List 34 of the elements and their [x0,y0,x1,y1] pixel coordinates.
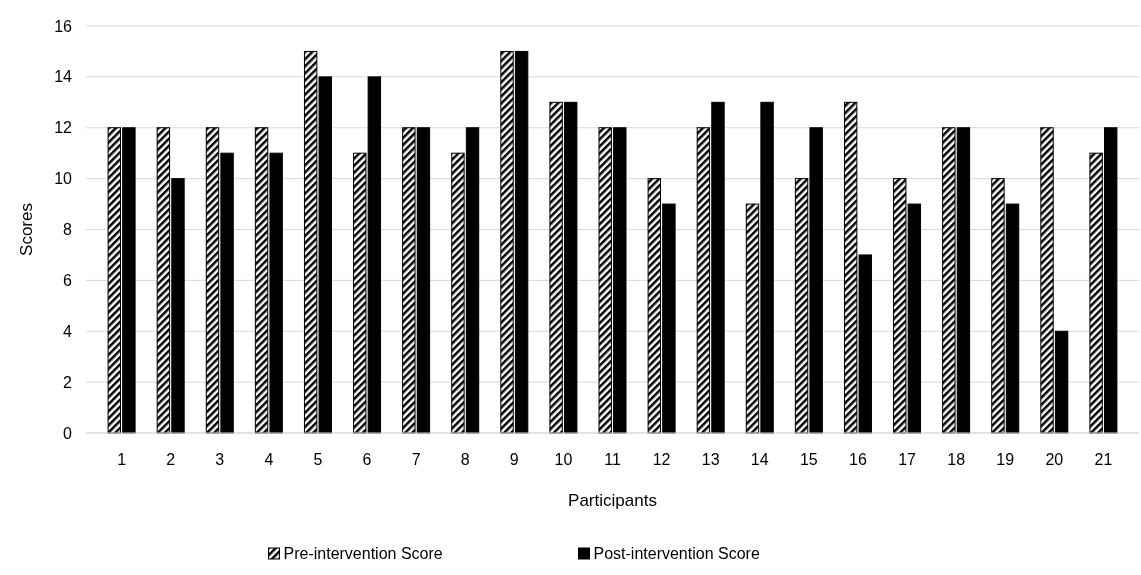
x-tick-label: 2 [166,451,176,468]
y-tick-label: 16 [54,17,73,35]
x-tick-label: 9 [509,451,519,468]
y-tick-label: 6 [63,271,73,289]
x-tick-label: 16 [849,451,867,468]
x-tick-label: 14 [750,451,769,468]
x-tick-label: 7 [411,451,421,468]
x-tick-label: 19 [996,451,1015,468]
x-tick-label: 1 [117,451,127,468]
y-tick-label: 4 [63,322,73,340]
x-tick-label: 21 [1094,451,1113,468]
y-tick-label: 12 [54,119,73,137]
legend-label: Post-intervention Score [593,545,760,562]
x-tick-label: 3 [215,451,225,468]
x-tick-label: 10 [554,451,573,468]
x-tick-label: 18 [947,451,966,468]
legend-label: Pre-intervention Score [283,545,443,562]
x-tick-label: 8 [460,451,470,468]
x-tick-label: 5 [313,451,323,468]
x-tick-label: 12 [652,451,671,468]
x-tick-label: 15 [799,451,818,468]
x-tick-label: 17 [898,451,917,468]
y-tick-label: 14 [54,68,73,86]
x-tick-label: 4 [264,451,274,468]
x-tick-label: 13 [701,451,720,468]
x-axis-title: Participants [568,491,657,510]
y-tick-label: 0 [63,424,73,442]
x-tick-label: 11 [604,451,621,468]
y-axis-title: Scores [17,203,36,256]
x-tick-label: 20 [1045,451,1064,468]
y-tick-label: 10 [54,170,73,188]
y-tick-label: 8 [63,221,73,239]
x-tick-label: 6 [362,451,372,468]
y-tick-label: 2 [63,373,73,391]
